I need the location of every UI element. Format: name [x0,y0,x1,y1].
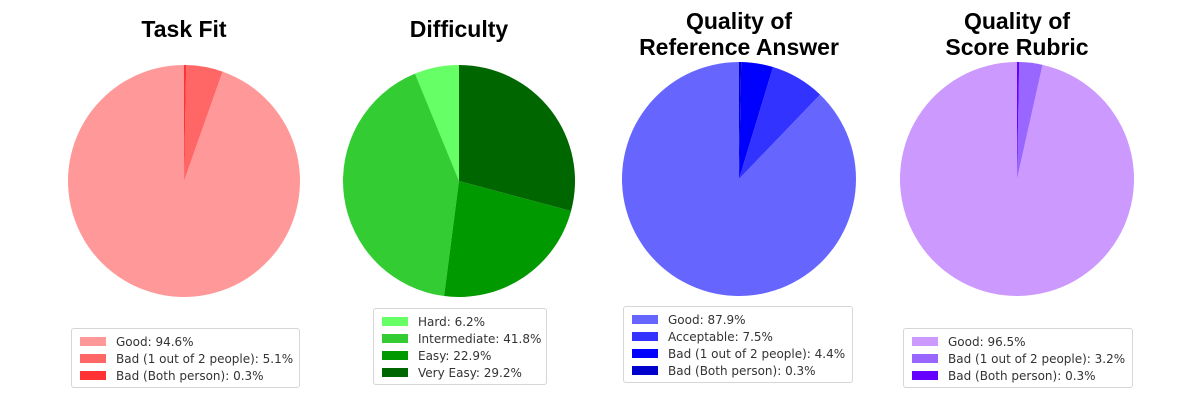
legend-label: Bad (Both person): 0.3% [668,363,816,378]
pie-slice-intermediate [343,73,459,297]
legend-swatch [632,332,658,341]
pie-slice-bad-1-out-of-2-people [739,62,774,179]
pie-chart-difficulty [343,65,575,297]
pie-slice-very-easy [459,65,575,212]
pie-slice-easy [444,181,572,297]
chart-title-difficulty: Difficulty [409,16,509,42]
legend-swatch [382,368,408,377]
pie-chart-task-fit [68,65,301,297]
pie-slice-hard [414,65,459,181]
pie-slice-bad-1-out-of-2-people [184,65,223,181]
legend-item: Bad (1 out of 2 people): 3.2% [912,350,1126,367]
legend-swatch [382,317,408,326]
legend-label: Acceptable: 7.5% [668,329,773,344]
legend-label: Bad (1 out of 2 people): 5.1% [116,351,294,366]
legend-item: Easy: 22.9% [382,347,538,364]
pie-slice-bad-1-out-of-2-people [1017,62,1043,180]
legend-swatch [382,334,408,343]
legend-label: Very Easy: 29.2% [418,365,522,380]
legend-label: Bad (1 out of 2 people): 4.4% [668,346,846,361]
legend-label: Bad (1 out of 2 people): 3.2% [948,351,1126,366]
legend-swatch [632,315,658,324]
pie-chart-quality-of-reference-answer [622,62,856,296]
legend-label: Bad (Both person): 0.3% [948,368,1096,383]
legend-task-fit: Good: 94.6% Bad (1 out of 2 people): 5.1%… [71,328,300,388]
legend-item: Bad (Both person): 0.3% [912,367,1124,384]
legend-swatch [632,366,658,375]
pie-slice-acceptable [739,67,821,179]
chart-title-quality-of-reference-answer: Quality of Reference Answer [639,8,839,60]
pie-slice-good [68,65,301,297]
legend-label: Good: 87.9% [668,312,746,327]
pie-slice-bad-both-person [1017,62,1020,179]
legend-item: Good: 87.9% [632,311,844,328]
legend-label: Easy: 22.9% [418,348,492,363]
pie-chart-quality-of-score-rubric [900,62,1134,296]
legend-item: Acceptable: 7.5% [632,328,844,345]
legend-item: Bad (Both person): 0.3% [632,362,844,379]
legend-swatch [80,354,106,363]
legend-swatch [382,351,408,360]
chart-title-task-fit: Task Fit [141,16,227,42]
legend-swatch [632,349,658,358]
legend-item: Intermediate: 41.8% [382,330,542,347]
legend-swatch [80,371,106,380]
legend-swatch [912,354,938,363]
legend-label: Intermediate: 41.8% [418,331,542,346]
legend-item: Bad (Both person): 0.3% [80,367,291,384]
legend-swatch [912,337,938,346]
legend-label: Hard: 6.2% [418,314,486,329]
legend-quality-of-score-rubric: Good: 96.5% Bad (1 out of 2 people): 3.2%… [903,328,1133,388]
legend-item: Hard: 6.2% [382,313,538,330]
legend-label: Good: 94.6% [116,334,194,349]
legend-item: Very Easy: 29.2% [382,364,538,381]
legend-swatch [912,371,938,380]
legend-difficulty: Hard: 6.2% Intermediate: 41.8% Easy: 22.9%… [373,308,547,385]
legend-item: Good: 96.5% [912,333,1124,350]
legend-quality-of-reference-answer: Good: 87.9% Acceptable: 7.5% Bad (1 out of… [623,306,853,383]
legend-swatch [80,337,106,346]
legend-label: Bad (Both person): 0.3% [116,368,264,383]
chart-title-quality-of-score-rubric: Quality of Score Rubric [945,8,1089,60]
legend-item: Bad (1 out of 2 people): 5.1% [80,350,294,367]
pie-slice-bad-both-person [739,62,742,179]
legend-item: Bad (1 out of 2 people): 4.4% [632,345,846,362]
legend-item: Good: 94.6% [80,333,291,350]
legend-label: Good: 96.5% [948,334,1026,349]
pie-slice-bad-both-person [184,65,187,181]
